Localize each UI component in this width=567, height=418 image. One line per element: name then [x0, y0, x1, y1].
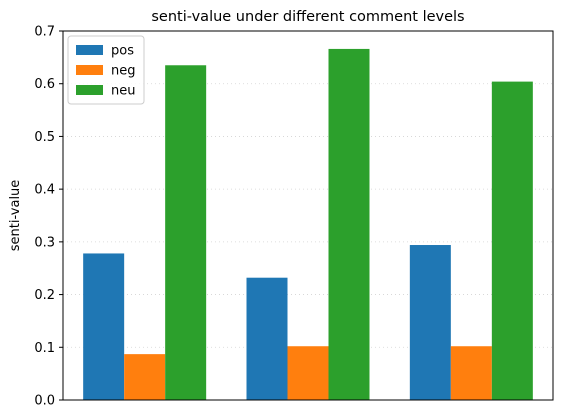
legend-label-neu: neu: [111, 84, 135, 99]
bar-neg: [450, 346, 492, 400]
bar-neg: [287, 346, 329, 400]
plot-frame: [62, 30, 554, 401]
bar-neu: [328, 48, 370, 401]
y-axis-label: senti-value: [8, 180, 23, 252]
legend-swatch-neg: [76, 65, 103, 75]
legend-label-neg: neg: [111, 64, 136, 79]
bar-neu: [491, 81, 533, 400]
bar-neu: [165, 65, 207, 400]
bars: [83, 48, 533, 401]
axes: [62, 30, 554, 401]
y-axis-ticks: 0.0 0.1 0.2 0.3 0.4 0.5 0.6 0.7: [34, 25, 63, 409]
chart-title: senti-value under different comment leve…: [151, 9, 464, 25]
bar-neg: [124, 354, 166, 400]
legend: pos neg neu: [67, 35, 145, 105]
bar-pos: [83, 253, 125, 400]
bar-pos: [409, 245, 451, 400]
y-tick-label: 0.5: [34, 130, 55, 145]
legend-label-pos: pos: [111, 44, 134, 59]
legend-swatch-pos: [76, 45, 103, 55]
y-tick-label: 0.2: [34, 288, 55, 303]
legend-swatch-neu: [76, 85, 103, 95]
y-tick-label: 0.1: [34, 341, 55, 356]
bar-pos: [246, 277, 288, 400]
y-tick-label: 0.7: [34, 25, 55, 40]
y-tick-label: 0.4: [34, 183, 55, 198]
y-tick-label: 0.0: [34, 394, 55, 409]
y-tick-label: 0.3: [34, 235, 55, 250]
y-tick-label: 0.6: [34, 77, 55, 92]
